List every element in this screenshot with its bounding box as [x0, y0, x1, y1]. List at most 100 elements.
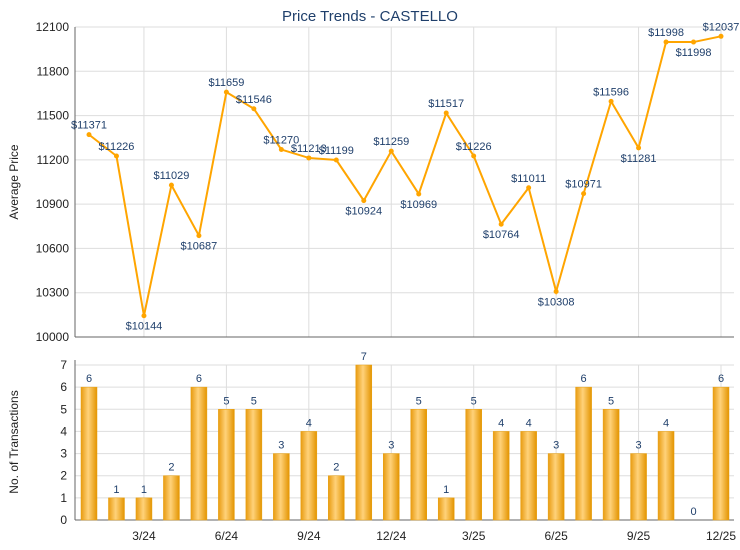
y-tick-label: 7	[60, 358, 67, 372]
y-tick-label: 0	[60, 513, 67, 527]
transaction-bar	[245, 409, 263, 521]
data-label: $11659	[208, 77, 244, 89]
bar-label: 3	[278, 440, 284, 452]
data-point	[416, 191, 422, 197]
y-tick-label: 10600	[36, 241, 70, 255]
transaction-bar	[437, 497, 455, 521]
data-point	[113, 153, 119, 159]
transaction-bar	[630, 453, 647, 521]
data-label: $11596	[593, 86, 629, 98]
transaction-bar	[108, 497, 125, 521]
x-tick-label: 6/25	[544, 529, 568, 543]
data-label: $11011	[511, 173, 546, 185]
transaction-bar	[135, 497, 153, 521]
data-label: $11998	[648, 27, 684, 39]
data-label: $11517	[428, 98, 464, 110]
data-label: $10971	[565, 179, 602, 191]
transaction-bar	[355, 364, 373, 521]
data-point	[333, 157, 339, 163]
data-label: $10687	[181, 241, 218, 253]
data-point	[608, 98, 614, 104]
bar-label: 5	[416, 395, 422, 407]
transaction-bar	[465, 409, 482, 521]
data-point	[498, 221, 504, 227]
transaction-bar	[383, 453, 400, 521]
data-point	[691, 39, 697, 45]
transaction-bar	[163, 475, 180, 521]
bar-label: 6	[581, 373, 587, 385]
chart-title: Price Trends - CASTELLO	[282, 8, 458, 25]
transaction-bar	[492, 431, 510, 521]
data-label: $11546	[236, 94, 272, 106]
bar-label: 6	[86, 373, 92, 385]
price-line	[88, 35, 722, 316]
bar-label: 5	[251, 395, 257, 407]
bar-label: 5	[223, 395, 229, 407]
data-label: $11270	[263, 135, 299, 147]
y-tick-label: 10000	[36, 330, 70, 344]
bar-label: 0	[690, 506, 696, 518]
data-label: $11029	[153, 170, 189, 182]
bar-label: 1	[443, 484, 449, 496]
transaction-bar	[712, 386, 730, 521]
transaction-bar	[575, 386, 592, 521]
data-point	[306, 155, 312, 161]
data-point	[361, 198, 367, 204]
data-label: $10308	[538, 297, 575, 309]
data-point	[636, 145, 642, 151]
bar-label: 1	[113, 484, 119, 496]
transaction-bar	[300, 431, 318, 521]
data-label: $11259	[373, 136, 409, 148]
data-point	[196, 233, 202, 239]
data-point	[141, 313, 147, 319]
data-label: $11998	[676, 47, 712, 59]
y-tick-label: 4	[60, 424, 67, 438]
data-point	[443, 110, 449, 116]
bar-label: 4	[526, 417, 532, 429]
y-tick-label: 5	[60, 402, 67, 416]
data-point	[86, 132, 92, 138]
data-label: $11281	[621, 153, 657, 165]
bar-label: 1	[141, 484, 147, 496]
transaction-bar	[80, 386, 98, 521]
bar-label: 4	[498, 417, 504, 429]
x-tick-label: 12/25	[706, 529, 736, 543]
y-tick-label: 11800	[37, 64, 70, 78]
x-tick-label: 6/24	[215, 529, 239, 543]
data-point	[388, 148, 394, 154]
data-label: $10144	[126, 321, 163, 333]
data-label: $10764	[483, 229, 520, 241]
x-tick-label: 9/25	[627, 529, 651, 543]
bar-label: 5	[471, 395, 477, 407]
bar-label: 3	[553, 440, 559, 452]
data-label: $11226	[99, 141, 135, 153]
transaction-bar	[328, 475, 345, 521]
data-point	[526, 185, 532, 191]
data-point	[581, 191, 587, 197]
x-tick-label: 3/24	[132, 529, 156, 543]
bar-label: 3	[636, 440, 642, 452]
transaction-bar	[218, 409, 235, 521]
data-label: $10969	[400, 199, 437, 211]
bar-label: 4	[663, 417, 669, 429]
data-point	[223, 89, 229, 95]
y-tick-label: 3	[60, 447, 67, 461]
transaction-bar	[273, 453, 290, 521]
y-axis-label: No. of Transactions	[7, 390, 21, 493]
y-tick-label: 10900	[36, 197, 70, 211]
y-tick-label: 11200	[37, 153, 70, 167]
bar-label: 6	[718, 373, 724, 385]
x-tick-label: 12/24	[376, 529, 406, 543]
data-point	[718, 33, 724, 39]
y-axis-label: Average Price	[7, 144, 21, 219]
bar-label: 2	[333, 462, 339, 474]
data-label: $12037	[703, 21, 740, 33]
data-label: $10924	[345, 206, 382, 218]
transaction-bar	[657, 431, 675, 521]
transaction-bar	[410, 409, 427, 521]
transaction-bar	[547, 453, 565, 521]
data-label: $11213	[291, 143, 327, 155]
y-tick-label: 10300	[36, 286, 70, 300]
